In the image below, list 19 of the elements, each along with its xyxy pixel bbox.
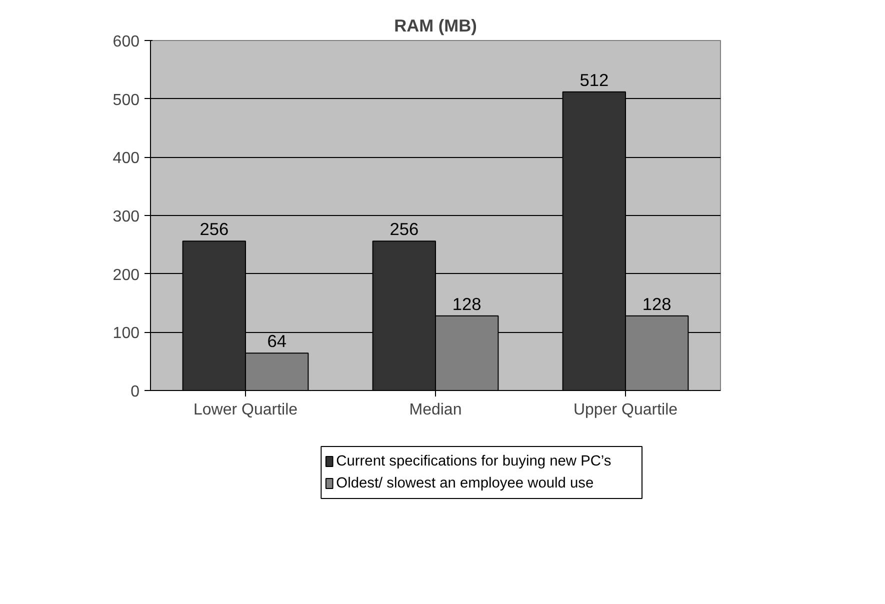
data-label: 256 (200, 219, 229, 240)
data-label: 256 (390, 219, 419, 240)
y-tick-label: 300 (112, 208, 140, 226)
data-label: 128 (642, 294, 672, 314)
x-tick-label: Upper Quartile (573, 402, 678, 418)
y-tick-label: 600 (112, 34, 140, 50)
data-label: 512 (580, 70, 609, 90)
y-tick-label: 200 (112, 266, 140, 284)
y-tick-label: 100 (112, 325, 140, 342)
x-tick-label: Lower Quartile (193, 402, 298, 418)
legend-label: Current specifications for buying new PC’s (336, 454, 612, 470)
data-label: 128 (452, 294, 482, 314)
y-tick-label: 500 (112, 92, 140, 109)
chart-title: RAM (MB) (394, 16, 477, 36)
y-tick-label: 0 (130, 384, 140, 400)
y-tick-label: 400 (112, 150, 140, 168)
data-label: 64 (267, 331, 287, 352)
x-tick-label: Median (409, 402, 462, 418)
legend-label: Oldest/ slowest an employee would use (336, 476, 594, 492)
